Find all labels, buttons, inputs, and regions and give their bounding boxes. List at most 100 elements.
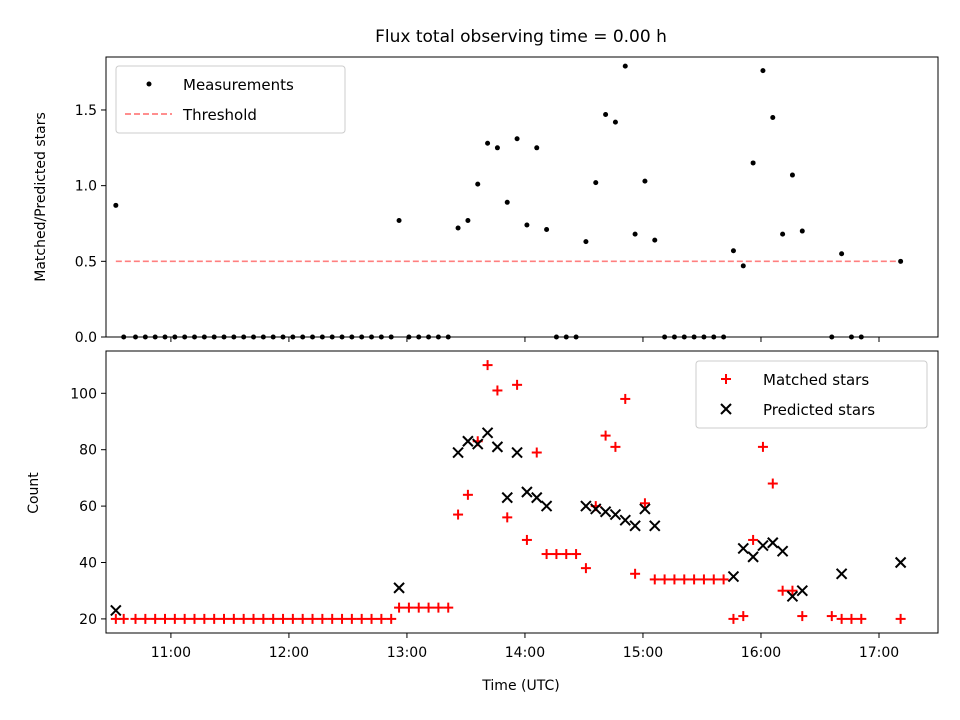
matched-star-point: [150, 613, 161, 624]
predicted-star-point: [501, 491, 513, 504]
matched-star-point: [238, 613, 249, 624]
measurement-point: [750, 160, 756, 166]
matched-star-point: [649, 574, 660, 585]
matched-star-point: [179, 613, 190, 624]
matched-star-point: [403, 602, 414, 613]
matched-star-point: [228, 613, 239, 624]
matched-star-point: [287, 613, 298, 624]
matched-star-point: [346, 613, 357, 624]
measurement-point: [544, 227, 550, 233]
matched-star-point: [453, 509, 464, 520]
measurement-point: [603, 112, 609, 118]
measurement-point: [485, 140, 491, 146]
measurement-point: [396, 217, 402, 223]
matched-star-point: [189, 613, 200, 624]
top-panel: Flux total observing time = 0.00 h Match…: [33, 27, 939, 346]
legend-predicted-label: Predicted stars: [763, 401, 875, 419]
matched-star-point: [258, 613, 269, 624]
matched-star-point: [160, 613, 171, 624]
bottom-x-tick-label: 17:00: [859, 645, 899, 661]
matched-star-point: [492, 385, 503, 396]
predicted-star-point: [540, 500, 553, 512]
predicted-star-point: [531, 491, 543, 504]
matched-star-point: [366, 613, 377, 624]
predicted-star-point: [599, 506, 612, 518]
matched-star-point: [433, 602, 444, 613]
legend-matched-marker: [721, 374, 731, 384]
predicted-star-point: [767, 537, 779, 549]
predicted-star-point: [737, 542, 749, 555]
matched-star-point: [356, 613, 367, 624]
measurement-point: [514, 136, 520, 142]
predicted-star-point: [491, 441, 504, 453]
measurement-point: [789, 172, 795, 178]
measurement-point: [740, 263, 746, 269]
measurement-point: [898, 258, 904, 264]
predicted-star-point: [796, 584, 808, 597]
predicted-star-point: [776, 545, 789, 557]
matched-star-point: [169, 613, 180, 624]
predicted-star-point: [629, 520, 641, 532]
bottom-axes-frame: [105, 350, 939, 634]
bottom-y-axis-label: Count: [26, 472, 42, 514]
predicted-star-point: [472, 438, 484, 450]
matched-star-point: [268, 613, 279, 624]
matched-star-point: [580, 563, 591, 574]
matched-star-point: [639, 498, 650, 509]
matched-star-point: [307, 613, 318, 624]
predicted-star-point: [511, 446, 523, 459]
measurement-point: [642, 178, 648, 184]
matched-star-point: [669, 574, 680, 585]
bottom-y-tick-label: 60: [79, 499, 97, 515]
measurement-point: [622, 63, 628, 69]
matched-star-point: [376, 613, 387, 624]
predicted-star-point: [639, 503, 651, 515]
predicted-star-point: [521, 486, 533, 498]
matched-star-point: [561, 549, 572, 560]
matched-star-point: [199, 613, 210, 624]
matched-star-point: [531, 447, 542, 458]
matched-star-point: [337, 613, 348, 624]
measurement-point: [652, 237, 658, 243]
matched-star-point: [502, 512, 513, 523]
predicted-star-point: [110, 604, 122, 617]
matched-star-point: [797, 611, 808, 622]
measurement-point: [839, 251, 845, 257]
matched-star-point: [610, 441, 621, 452]
predicted-star-point: [580, 500, 592, 512]
matched-star-point: [738, 611, 749, 622]
measurement-point: [632, 231, 638, 237]
top-y-tick-label: 0.0: [75, 330, 97, 346]
matched-star-point: [689, 574, 700, 585]
matched-star-point: [512, 379, 523, 390]
matched-star-point: [317, 613, 328, 624]
matched-star-point: [571, 549, 582, 560]
measurement-point: [583, 239, 589, 245]
top-legend: Measurements Threshold: [115, 65, 346, 134]
top-axes-frame: [105, 56, 939, 338]
bottom-x-tick-label: 12:00: [269, 645, 309, 661]
top-x-ticks: [170, 337, 880, 342]
matched-star-point: [423, 602, 434, 613]
top-chart-title: Flux total observing time = 0.00 h: [375, 27, 667, 47]
predicted-star-point: [757, 539, 769, 552]
matched-star-point: [219, 613, 230, 624]
matched-star-point: [327, 613, 338, 624]
bottom-x-tick-label: 14:00: [505, 645, 545, 661]
measurement-point: [475, 181, 481, 187]
legend-threshold-label: Threshold: [182, 106, 257, 124]
matched-star-point: [777, 585, 788, 596]
matched-star-point: [297, 613, 308, 624]
matched-star-point: [248, 613, 259, 624]
measurement-point: [504, 199, 510, 205]
bottom-x-tick-label: 11:00: [151, 645, 191, 661]
measurement-point: [494, 145, 500, 151]
top-y-axis-label: Matched/Predicted stars: [33, 112, 49, 282]
matched-star-point: [787, 585, 798, 596]
bottom-x-tick-label: 15:00: [623, 645, 663, 661]
bottom-x-ticks: 11:00 12:00 13:00 14:00 15:00 16:00 17:00: [151, 633, 899, 661]
matched-star-point: [659, 574, 670, 585]
matched-star-point: [620, 393, 631, 404]
predicted-star-point: [894, 556, 907, 569]
